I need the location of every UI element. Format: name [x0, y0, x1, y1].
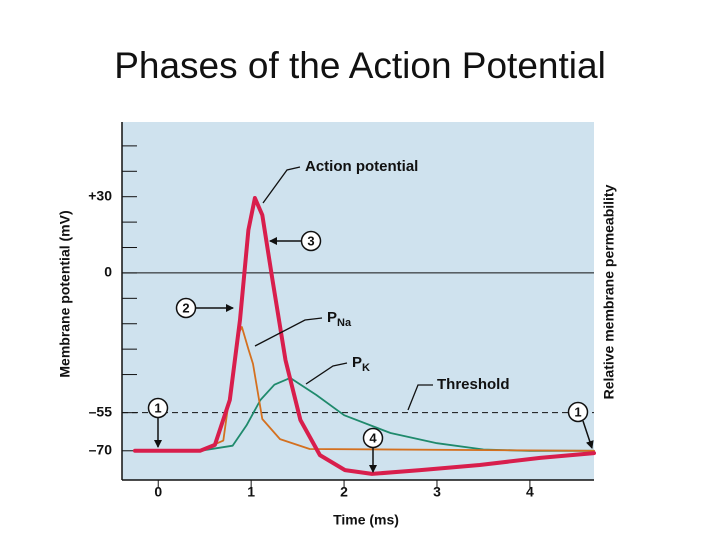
phase-marker	[175, 297, 197, 319]
series-line	[133, 196, 596, 476]
series-name-sub: Na	[337, 317, 352, 329]
series-label: Action potential	[305, 158, 418, 175]
y2-axis-title: Relative membrane permeability	[601, 184, 617, 399]
pointer	[262, 166, 301, 204]
phase-marker	[362, 427, 384, 449]
phase-number: 3	[307, 233, 314, 248]
series-name: P	[352, 354, 362, 371]
x-tick-label: 2	[340, 484, 348, 500]
pointer	[305, 362, 348, 385]
x-tick-label: 1	[247, 484, 255, 500]
x-tick-label: 4	[526, 484, 534, 500]
y-tick-label: +30	[88, 187, 112, 203]
phase-marker	[567, 401, 589, 423]
phase-marker	[147, 397, 169, 419]
x-axis-title: Time (ms)	[333, 512, 399, 528]
pointer	[407, 384, 433, 411]
series-line	[134, 326, 595, 452]
phase-marker	[300, 230, 322, 252]
x-tick-label: 3	[433, 484, 441, 500]
series-label: PNa	[327, 309, 352, 329]
series-name-sub: K	[362, 362, 370, 374]
title: Phases of the Action Potential	[114, 45, 606, 86]
y-tick-label: 0	[104, 264, 112, 280]
y-tick-label: –70	[89, 441, 113, 457]
series-name: P	[327, 309, 337, 326]
pointer	[254, 317, 323, 347]
phase-number: 1	[574, 404, 581, 419]
phase-number: 2	[182, 300, 189, 315]
phase-number: 1	[154, 400, 161, 415]
threshold-label: Threshold	[437, 376, 510, 393]
x-tick-label: 0	[154, 484, 162, 500]
arrow	[582, 420, 594, 449]
y-tick-label: –55	[89, 403, 113, 419]
y-axis-title: Membrane potential (mV)	[57, 210, 73, 377]
series-line	[134, 377, 595, 452]
phase-number: 4	[369, 430, 377, 445]
series-label: PK	[352, 354, 370, 374]
series-name: Action potential	[305, 158, 418, 175]
